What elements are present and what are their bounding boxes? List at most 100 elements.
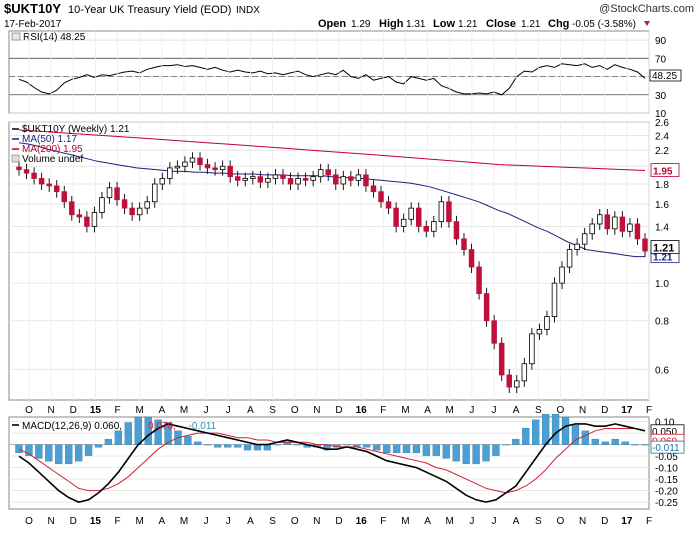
x-tick-label: S (535, 516, 542, 527)
x-tick-label: O (291, 405, 299, 416)
x-tick-label: J (469, 405, 474, 416)
macd-value-badge-label: 0.050 (652, 427, 677, 438)
price-frame (8, 121, 650, 401)
candle-body (581, 233, 588, 245)
price-legend-item: Volume undef (22, 154, 83, 165)
candle-body (521, 363, 528, 382)
x-tick-label: F (646, 516, 652, 527)
macd-tick-label: -0.20 (655, 487, 678, 498)
candle-body (627, 223, 633, 232)
macd-tick-label: -0.15 (655, 475, 678, 486)
candle-body (38, 178, 45, 185)
candle-body (121, 199, 128, 209)
candle-body (544, 316, 550, 330)
x-tick-label: 17 (621, 405, 633, 416)
price-tick-label: 1.0 (655, 279, 669, 290)
macd-histogram-bar (442, 444, 450, 459)
price-legend-item: MA(200) 1.95 (22, 144, 83, 155)
candle-body (144, 201, 150, 209)
macd-histogram-bar (541, 414, 550, 445)
candle-body (182, 161, 188, 167)
candle-body (415, 207, 422, 227)
macd-histogram-bar (124, 422, 132, 445)
open-value: 1.29 (351, 19, 371, 30)
candle-body (378, 191, 384, 203)
candle-body (604, 214, 611, 230)
x-tick-label: 15 (90, 516, 102, 527)
macd-histogram-bar (74, 444, 83, 462)
price-tick-label: 2.6 (655, 118, 669, 129)
candle-body (189, 157, 196, 163)
candle-body (159, 178, 166, 185)
candle-body (431, 221, 437, 232)
macd-tick-label: -0.25 (655, 498, 678, 509)
candle-body (167, 167, 173, 179)
candle-body (536, 328, 543, 335)
candle-body (31, 172, 37, 179)
candle-body (265, 178, 271, 183)
x-tick-label: 16 (356, 405, 368, 416)
macd-histogram-bar (154, 419, 162, 445)
x-tick-label: J (204, 516, 209, 527)
candle-body (99, 197, 105, 213)
ma200-badge (650, 163, 680, 177)
macd-histogram-bar (263, 444, 272, 451)
symbol: $UKT10Y (4, 1, 61, 16)
macd-histogram-bar (432, 444, 440, 456)
macd-histogram-bar (611, 438, 619, 445)
macd-histogram-bar (134, 416, 142, 445)
macd-histogram-bar (94, 444, 103, 448)
candle-body (257, 176, 264, 183)
macd-histogram-bar (343, 444, 351, 446)
macd-histogram-bar (15, 444, 23, 454)
macd-histogram-bar (492, 444, 500, 456)
x-tick-label: D (335, 405, 342, 416)
x-tick-label: J (226, 516, 231, 527)
x-tick-label: N (579, 516, 586, 527)
candle-body (355, 174, 362, 181)
candle-body (574, 243, 580, 250)
x-tick-label: M (136, 405, 144, 416)
macd-histogram-bar (422, 444, 431, 456)
candle-body (529, 333, 535, 365)
x-tick-label: D (601, 516, 608, 527)
candle-body (152, 183, 158, 203)
x-tick-label: F (646, 405, 652, 416)
candle-body (491, 320, 497, 344)
high-value: 1.31 (406, 19, 426, 30)
macd-tick-label: -0.10 (655, 464, 678, 475)
x-tick-label: 15 (90, 405, 102, 416)
macd-line (18, 423, 646, 503)
candle-body (76, 214, 83, 218)
x-axis-bottom: O N D 15 F M A M J J A S O N D 16 F M A M J J A S O N D 17 F (25, 516, 652, 527)
candle-body (619, 216, 626, 232)
candle-body (589, 223, 595, 235)
x-tick-label: N (48, 405, 55, 416)
candle-body (250, 176, 256, 179)
price-tick-label: 0.8 (655, 317, 669, 328)
macd-histogram-bar (363, 444, 371, 448)
candle-body (310, 176, 316, 181)
rsi-legend-swatch (11, 32, 21, 41)
x-tick-label: F (115, 516, 121, 527)
macd-histogram-bar (512, 438, 520, 445)
candle-body (114, 187, 120, 201)
macd-histogram-bar (641, 444, 649, 446)
rsi-value-label: 48.25 (652, 71, 677, 82)
macd-histogram-bar (35, 444, 43, 459)
x-tick-label: M (401, 405, 409, 416)
x-tick-label: J (226, 405, 231, 416)
macd-tick-label: 0.10 (655, 418, 675, 429)
candle-body (423, 225, 430, 232)
candle-body (84, 216, 90, 227)
rsi-line (18, 63, 646, 96)
candle-body (197, 157, 203, 165)
macd-legend-item: 0.070, (148, 421, 176, 432)
macd-histogram-bar (233, 444, 242, 448)
x-tick-label: 17 (621, 516, 633, 527)
x-tick-label: J (492, 516, 497, 527)
candle-body (468, 249, 475, 268)
candle-body (634, 223, 641, 240)
down-arrow-icon (644, 21, 650, 26)
macd-value-badge (650, 440, 685, 454)
